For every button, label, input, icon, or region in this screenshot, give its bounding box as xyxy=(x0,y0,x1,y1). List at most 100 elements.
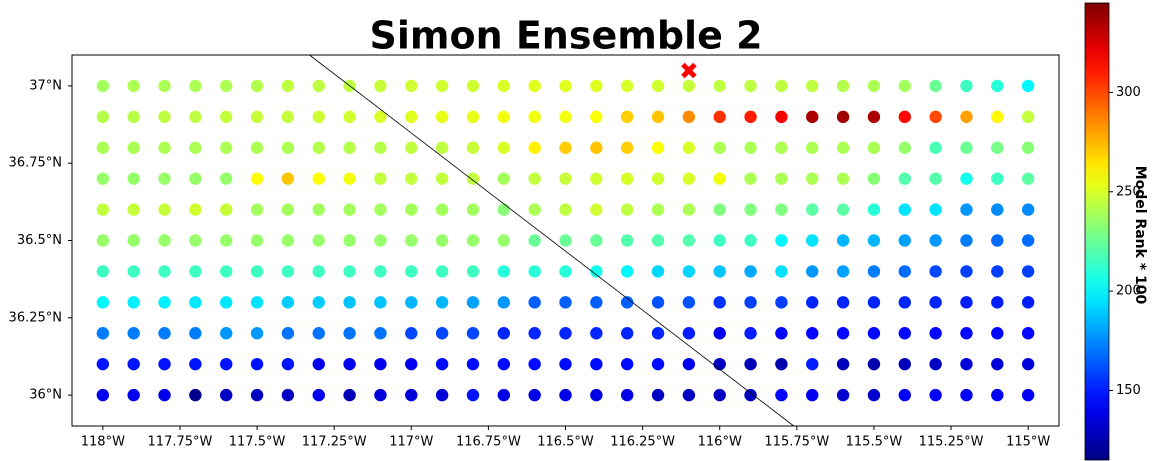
point xyxy=(189,110,202,124)
point xyxy=(435,141,449,154)
fault-line xyxy=(309,54,794,427)
point xyxy=(405,110,418,124)
point xyxy=(343,265,356,278)
point xyxy=(651,203,665,216)
point xyxy=(559,357,572,371)
point xyxy=(281,265,295,278)
point xyxy=(559,203,572,216)
point xyxy=(405,357,418,371)
point xyxy=(559,234,572,247)
point xyxy=(250,203,264,216)
point xyxy=(466,234,480,247)
point xyxy=(466,203,480,216)
point xyxy=(929,172,942,185)
point xyxy=(775,110,788,124)
point xyxy=(836,296,850,309)
point xyxy=(651,141,665,154)
point xyxy=(867,141,881,154)
point xyxy=(775,327,788,340)
point xyxy=(744,234,757,247)
point xyxy=(405,327,418,340)
point xyxy=(528,110,541,124)
point xyxy=(96,79,110,93)
point xyxy=(127,265,140,278)
point xyxy=(590,172,603,185)
point xyxy=(281,234,295,247)
point xyxy=(713,79,726,93)
point xyxy=(250,296,264,309)
point xyxy=(620,388,634,402)
point xyxy=(682,141,696,154)
point xyxy=(528,296,541,309)
y-tick-label: 36.75°N xyxy=(9,156,62,171)
point xyxy=(775,265,788,278)
point xyxy=(158,203,171,216)
point xyxy=(1021,234,1035,247)
point xyxy=(559,327,572,340)
point xyxy=(466,110,480,124)
point xyxy=(806,110,819,124)
point xyxy=(744,265,757,278)
point xyxy=(497,388,511,402)
point xyxy=(189,79,202,93)
point xyxy=(929,388,942,402)
point xyxy=(929,141,942,154)
point xyxy=(374,388,387,402)
x-tick-label: 116.75°W xyxy=(456,435,521,450)
point xyxy=(497,327,511,340)
point xyxy=(189,172,202,185)
y-tick-label: 36.25°N xyxy=(9,310,62,325)
point xyxy=(127,327,140,340)
point xyxy=(590,79,603,93)
point xyxy=(312,234,325,247)
point xyxy=(220,79,233,93)
point xyxy=(374,79,387,93)
point xyxy=(960,110,973,124)
point xyxy=(898,141,911,154)
point xyxy=(528,79,541,93)
x-tick-label: 117°W xyxy=(389,435,433,450)
point xyxy=(960,327,973,340)
point xyxy=(96,357,110,371)
point xyxy=(127,357,140,371)
x-tick-label: 117.25°W xyxy=(302,435,367,450)
point xyxy=(435,296,449,309)
point xyxy=(559,79,572,93)
point xyxy=(405,265,418,278)
point xyxy=(620,79,634,93)
point xyxy=(374,141,387,154)
point xyxy=(651,172,665,185)
point xyxy=(1021,110,1035,124)
point xyxy=(250,265,264,278)
point xyxy=(960,388,973,402)
point xyxy=(929,79,942,93)
y-tick-label: 36.5°N xyxy=(17,233,62,248)
point xyxy=(559,110,572,124)
point xyxy=(466,357,480,371)
point xyxy=(806,296,819,309)
point xyxy=(836,234,850,247)
point xyxy=(898,357,911,371)
point xyxy=(991,265,1004,278)
point xyxy=(1021,388,1035,402)
point xyxy=(281,141,295,154)
point xyxy=(898,296,911,309)
point xyxy=(651,265,665,278)
point xyxy=(836,172,850,185)
point xyxy=(960,234,973,247)
point xyxy=(991,203,1004,216)
point xyxy=(682,388,696,402)
point xyxy=(744,296,757,309)
point xyxy=(744,79,757,93)
point xyxy=(189,357,202,371)
point xyxy=(991,110,1004,124)
point xyxy=(343,172,356,185)
point xyxy=(775,388,788,402)
point xyxy=(867,327,881,340)
point xyxy=(466,296,480,309)
point xyxy=(559,172,572,185)
point xyxy=(1021,265,1035,278)
point xyxy=(343,234,356,247)
point xyxy=(189,296,202,309)
point xyxy=(528,141,541,154)
